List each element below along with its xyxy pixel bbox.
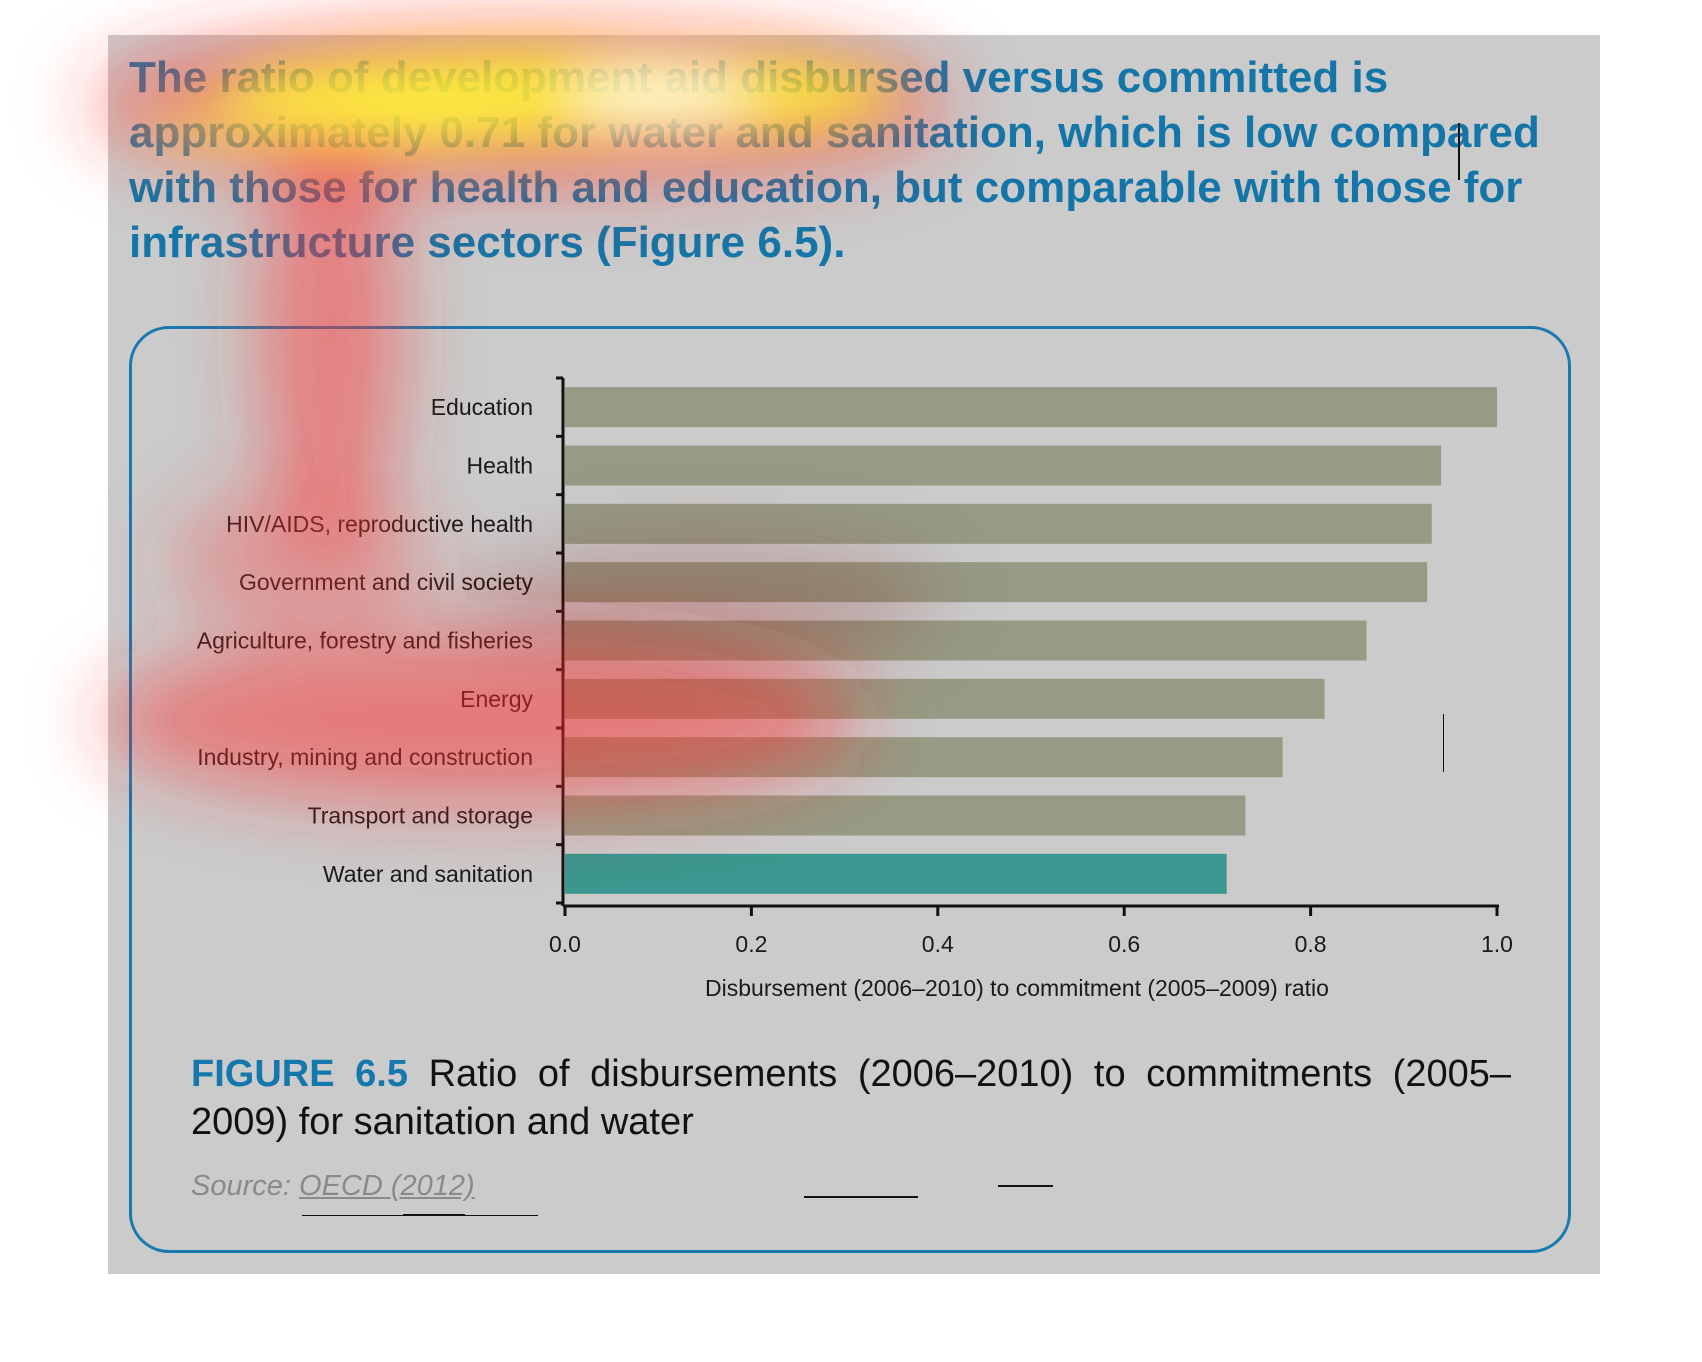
bar	[565, 445, 1442, 486]
category-label: Government and civil society	[239, 569, 534, 595]
category-label: Energy	[460, 686, 533, 712]
stray-line	[804, 1196, 918, 1198]
x-tick-label: 0.0	[549, 931, 581, 957]
bar	[565, 795, 1246, 836]
x-tick-label: 0.4	[922, 931, 954, 957]
stray-line	[1443, 714, 1444, 772]
bar	[565, 678, 1325, 719]
bar	[565, 387, 1497, 428]
stray-line	[1458, 123, 1460, 180]
bar	[565, 562, 1428, 603]
category-label: Industry, mining and construction	[197, 744, 533, 770]
stray-line	[403, 1214, 465, 1216]
figure-caption-text: Ratio of disbursements (2006–2010) to co…	[191, 1053, 1511, 1143]
bar	[565, 737, 1283, 778]
x-axis-label: Disbursement (2006–2010) to commitment (…	[705, 975, 1329, 1001]
figure-caption: FIGURE 6.5 Ratio of disbursements (2006–…	[191, 1050, 1511, 1146]
category-label: Agriculture, forestry and fisheries	[197, 628, 533, 654]
category-label: Transport and storage	[308, 803, 533, 829]
x-tick-label: 0.6	[1108, 931, 1140, 957]
source-link[interactable]: OECD (2012)	[299, 1170, 475, 1202]
x-tick-label: 1.0	[1481, 931, 1513, 957]
x-tick-label: 0.8	[1295, 931, 1327, 957]
source-note: Source: OECD (2012)	[191, 1170, 475, 1203]
bar	[565, 503, 1432, 544]
category-label: Education	[431, 394, 533, 420]
x-tick-label: 0.2	[735, 931, 767, 957]
source-prefix: Source:	[191, 1170, 291, 1202]
category-label: HIV/AIDS, reproductive health	[226, 511, 533, 537]
category-label: Water and sanitation	[323, 861, 533, 887]
bar	[565, 620, 1367, 661]
stray-line	[998, 1185, 1053, 1187]
category-label: Health	[467, 453, 533, 479]
figure-label: FIGURE 6.5	[191, 1053, 408, 1095]
bar	[565, 853, 1227, 894]
